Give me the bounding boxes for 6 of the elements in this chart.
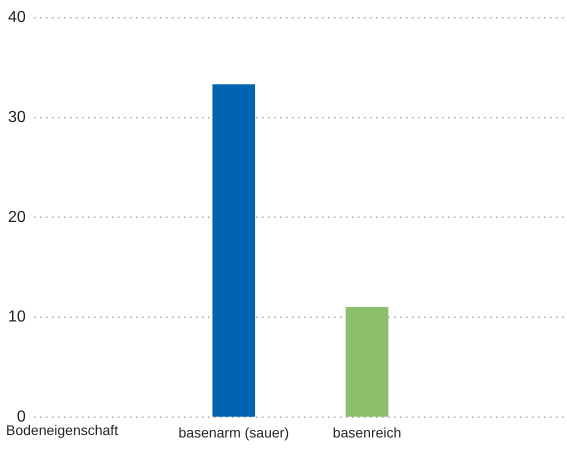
x-tick-label: basenarm (sauer) [178,424,289,440]
x-tick-label: basenreich [332,424,402,440]
y-tick-label: 30 [8,108,26,126]
y-tick-label: 40 [8,9,26,26]
y-tick-label: 20 [8,208,26,226]
y-tick-label: 10 [8,308,26,326]
